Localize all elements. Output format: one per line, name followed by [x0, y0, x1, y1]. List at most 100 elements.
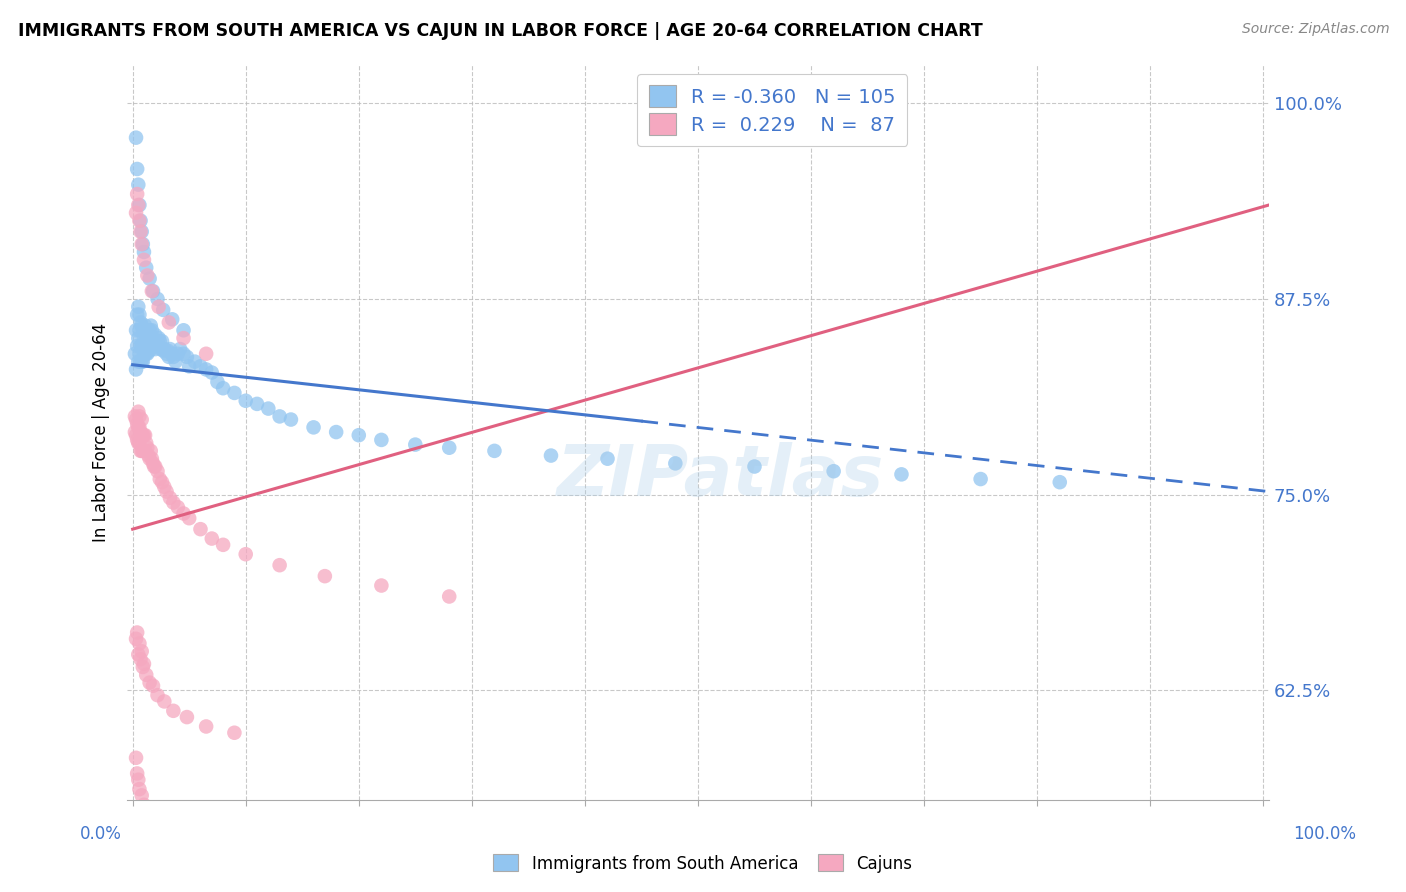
Point [124, 347, 146, 361]
Point [131, 789, 153, 803]
Point [224, 385, 246, 400]
Point [127, 766, 149, 780]
Point [195, 719, 218, 733]
Point [347, 428, 370, 442]
Point [173, 323, 195, 337]
Point [370, 433, 392, 447]
Point [131, 428, 153, 442]
Point [141, 323, 163, 337]
Point [127, 339, 149, 353]
Point [823, 464, 845, 478]
Point [142, 339, 165, 353]
Point [129, 443, 152, 458]
Point [134, 347, 156, 361]
Point [160, 347, 183, 361]
Point [146, 688, 169, 702]
Point [127, 772, 149, 787]
Point [134, 318, 156, 333]
Point [127, 161, 149, 176]
Point [1049, 475, 1071, 490]
Point [143, 342, 166, 356]
Point [145, 339, 167, 353]
Point [404, 437, 426, 451]
Point [132, 339, 155, 353]
Point [162, 350, 184, 364]
Point [744, 459, 766, 474]
Legend: R = -0.360   N = 105, R =  0.229    N =  87: R = -0.360 N = 105, R = 0.229 N = 87 [637, 74, 907, 146]
Point [134, 334, 156, 349]
Point [139, 318, 162, 333]
Point [142, 284, 165, 298]
Point [127, 625, 149, 640]
Point [157, 315, 180, 329]
Point [136, 441, 159, 455]
Point [138, 343, 160, 358]
Legend: Immigrants from South America, Cajuns: Immigrants from South America, Cajuns [486, 847, 920, 880]
Point [125, 130, 148, 145]
Point [257, 401, 280, 416]
Point [132, 244, 155, 259]
Point [138, 449, 160, 463]
Point [155, 484, 177, 499]
Point [179, 359, 201, 374]
Point [129, 213, 152, 227]
Point [146, 292, 169, 306]
Point [143, 334, 166, 349]
Point [141, 284, 163, 298]
Point [159, 491, 181, 505]
Point [136, 268, 159, 283]
Point [132, 347, 155, 361]
Point [212, 538, 235, 552]
Point [134, 443, 156, 458]
Point [167, 347, 190, 361]
Point [142, 456, 165, 470]
Point [201, 532, 224, 546]
Point [132, 322, 155, 336]
Point [125, 751, 148, 765]
Point [127, 178, 149, 192]
Point [162, 704, 184, 718]
Point [149, 334, 172, 349]
Point [127, 648, 149, 662]
Point [138, 451, 160, 466]
Point [135, 260, 157, 275]
Point [125, 362, 148, 376]
Point [127, 405, 149, 419]
Point [890, 467, 912, 482]
Point [127, 420, 149, 434]
Point [664, 456, 686, 470]
Point [128, 308, 150, 322]
Point [195, 362, 218, 376]
Point [131, 339, 153, 353]
Point [132, 443, 155, 458]
Point [129, 339, 152, 353]
Point [148, 331, 170, 345]
Point [146, 339, 169, 353]
Point [128, 436, 150, 450]
Point [162, 495, 184, 509]
Point [152, 302, 174, 317]
Point [269, 558, 291, 573]
Point [127, 436, 149, 450]
Point [169, 342, 191, 356]
Point [132, 252, 155, 267]
Point [125, 206, 148, 220]
Y-axis label: In Labor Force | Age 20-64: In Labor Force | Age 20-64 [93, 323, 110, 541]
Point [195, 347, 218, 361]
Point [190, 359, 212, 374]
Point [135, 436, 157, 450]
Point [131, 412, 153, 426]
Point [969, 472, 991, 486]
Point [138, 675, 160, 690]
Point [173, 507, 195, 521]
Point [149, 342, 172, 356]
Point [143, 459, 166, 474]
Point [439, 590, 461, 604]
Point [132, 237, 155, 252]
Point [131, 443, 153, 458]
Point [128, 323, 150, 337]
Point [596, 451, 619, 466]
Point [155, 347, 177, 361]
Point [129, 425, 152, 439]
Point [484, 443, 506, 458]
